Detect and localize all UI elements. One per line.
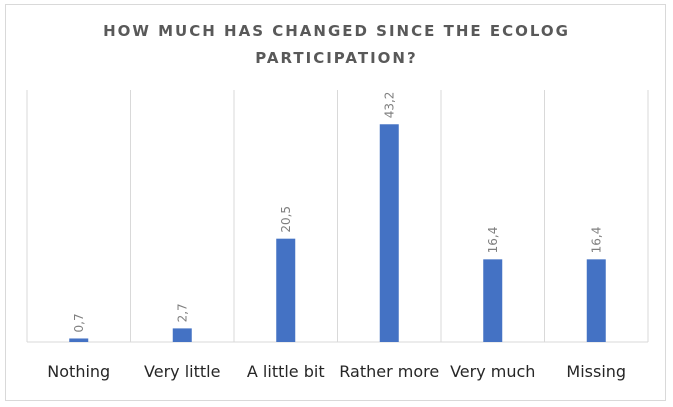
chart-title: HOW MUCH HAS CHANGED SINCE THE ECOLOG PA… [0, 18, 673, 72]
bar-a-little-bit [276, 238, 296, 342]
category-label: A little bit [247, 362, 325, 381]
data-label: 16,4 [486, 227, 500, 254]
category-label: Rather more [339, 362, 439, 381]
chart-title-line-2: PARTICIPATION? [255, 49, 418, 67]
category-label: Nothing [47, 362, 110, 381]
chart-frame [5, 4, 666, 401]
chart-title-line-1: HOW MUCH HAS CHANGED SINCE THE ECOLOG [103, 22, 570, 40]
category-label: Very much [450, 362, 535, 381]
category-label: Missing [566, 362, 626, 381]
data-label: 20,5 [279, 206, 293, 233]
data-label: 43,2 [382, 92, 396, 119]
category-label: Very little [144, 362, 220, 381]
chart-bars [69, 124, 606, 342]
bar-very-little [172, 328, 192, 342]
bar-very-much [483, 259, 503, 342]
data-label: 0,7 [72, 313, 86, 332]
chart-gridlines [26, 90, 649, 343]
data-label: 2,7 [175, 303, 189, 322]
chart-data-labels: 0,7 2,7 20,5 43,2 16,4 16,4 [72, 92, 604, 333]
bar-nothing [69, 338, 89, 342]
bar-missing [586, 259, 606, 342]
data-label: 16,4 [589, 227, 603, 254]
chart-category-labels: Nothing Very little A little bit Rather mor… [47, 362, 626, 381]
bar-rather-more [379, 124, 399, 342]
